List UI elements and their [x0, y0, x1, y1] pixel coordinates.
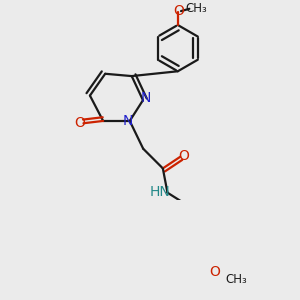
Text: CH₃: CH₃ — [185, 2, 207, 15]
Text: N: N — [140, 92, 151, 105]
Text: O: O — [178, 148, 189, 163]
Text: O: O — [173, 4, 184, 18]
Text: O: O — [74, 116, 85, 130]
Text: CH₃: CH₃ — [226, 273, 247, 286]
Text: HN: HN — [150, 185, 170, 199]
Text: O: O — [209, 265, 220, 279]
Text: N: N — [122, 114, 133, 128]
